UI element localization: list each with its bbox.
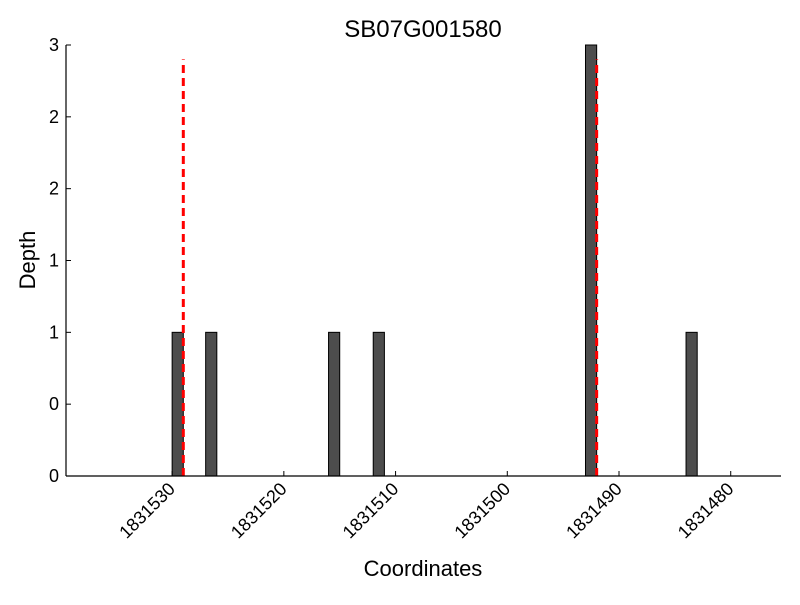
- x-tick-label-3: 1831500: [450, 479, 514, 543]
- plot-area: 1831530 1831520 1831510 1831500 1831490 18314…: [49, 35, 781, 542]
- bar-0: [171, 331, 184, 477]
- bar-5: [685, 331, 698, 477]
- bar-3: [372, 331, 385, 477]
- bar-4: [584, 44, 598, 477]
- chart-title: SB07G001580: [344, 16, 501, 43]
- y-tick-label-3: 1: [49, 251, 59, 271]
- bar-2: [328, 331, 341, 477]
- y-tick-label-2: 1: [49, 322, 59, 342]
- bar-1: [205, 331, 218, 477]
- x-tick-label-2: 1831510: [339, 479, 403, 543]
- x-axis-label: Coordinates: [364, 556, 483, 581]
- y-tick-label-6: 3: [49, 35, 59, 55]
- y-axis-label: Depth: [15, 231, 40, 290]
- x-tick-label-4: 1831490: [562, 479, 626, 543]
- y-tick-label-4: 2: [49, 179, 59, 199]
- x-tick-label-0: 1831530: [115, 479, 179, 543]
- x-tick-label-1: 1831520: [227, 479, 291, 543]
- y-tick-label-0: 0: [49, 466, 59, 486]
- y-tick-label-5: 2: [49, 107, 59, 127]
- x-tick-label-5: 1831480: [674, 479, 738, 543]
- y-tick-label-1: 0: [49, 394, 59, 414]
